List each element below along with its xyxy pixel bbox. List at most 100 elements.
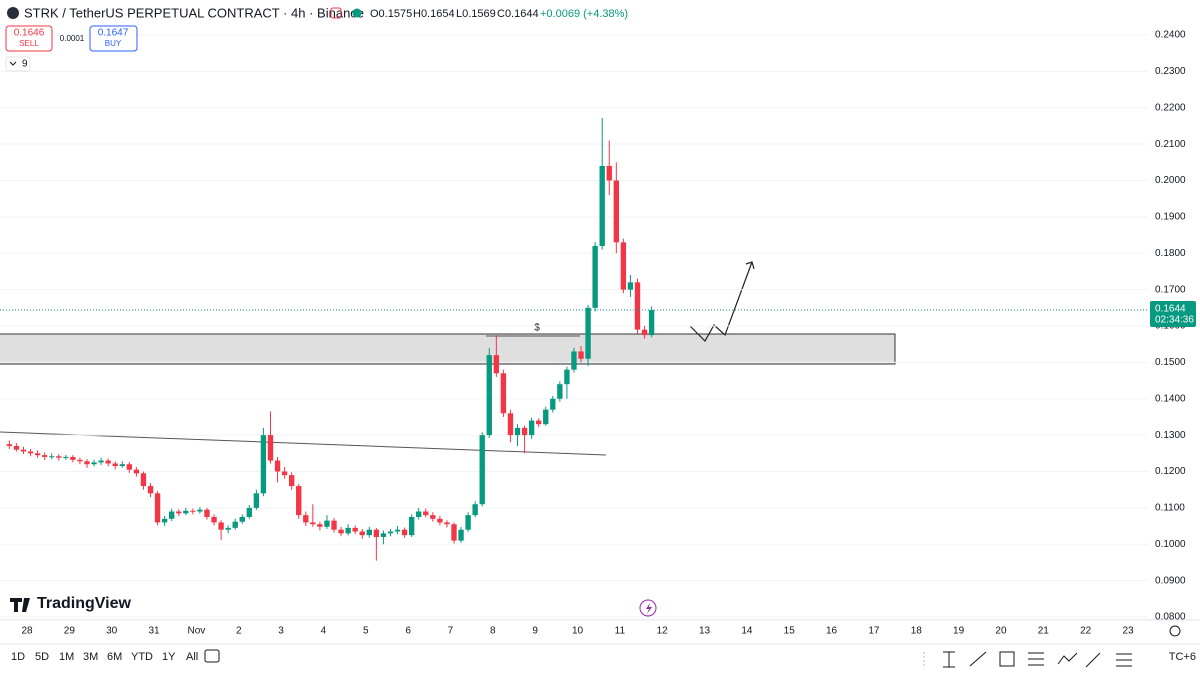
- x-tick-label: 22: [1080, 626, 1092, 637]
- candle-body: [338, 529, 344, 534]
- candle-body: [627, 282, 634, 290]
- sell-price: 0.1646: [14, 28, 45, 39]
- candle-body: [472, 504, 478, 516]
- flash-icon[interactable]: [639, 599, 657, 617]
- candle-body: [77, 459, 83, 462]
- timezone[interactable]: TC+6: [1169, 651, 1196, 663]
- y-tick-label: 0.1500: [1155, 357, 1186, 368]
- tool-line[interactable]: [969, 651, 987, 667]
- candle-body: [387, 531, 394, 534]
- y-tick-label: 0.0800: [1155, 612, 1186, 623]
- timeframe-button[interactable]: 1D: [11, 651, 25, 663]
- timeframe-button[interactable]: 6M: [107, 651, 122, 663]
- status-dot: [352, 8, 362, 18]
- candle-body: [578, 351, 584, 359]
- x-tick-label: 30: [106, 626, 118, 637]
- symbol-title: STRK / TetherUS PERPETUAL CONTRACT · 4h …: [24, 5, 364, 20]
- candle-body: [232, 521, 238, 528]
- logo-icon: [10, 598, 30, 612]
- timeframe-button[interactable]: 5D: [35, 651, 49, 663]
- x-tick-label: 11: [615, 626, 626, 637]
- timeframe-button[interactable]: YTD: [131, 651, 153, 663]
- candle-body: [204, 509, 210, 517]
- candle-body: [246, 507, 252, 517]
- flag-icon: [330, 7, 342, 19]
- timeframe-button[interactable]: 1Y: [162, 651, 176, 663]
- watermark: TradingView: [37, 595, 132, 612]
- timeframe-button[interactable]: 1M: [59, 651, 74, 663]
- x-tick-label: 29: [64, 626, 76, 637]
- candle-body: [176, 511, 182, 514]
- timeframe-button[interactable]: 3M: [83, 651, 98, 663]
- candle-body: [486, 355, 492, 436]
- candle-body: [70, 456, 76, 460]
- candle-body: [154, 493, 161, 523]
- flash-bolt: [646, 603, 652, 614]
- ohlc-row: O0.1575 H0.1654 L0.1569 C0.1644 +0.0069 …: [370, 8, 628, 20]
- candle-body: [528, 420, 535, 436]
- candle-body: [126, 464, 133, 470]
- candle-body: [63, 456, 69, 458]
- candle-body: [444, 522, 450, 525]
- indicator-toggle[interactable]: [5, 56, 31, 72]
- candle-body: [380, 533, 387, 537]
- trend-line: [0, 431, 607, 456]
- x-tick-label: 7: [448, 626, 454, 637]
- candle-body: [225, 527, 231, 530]
- candle-body: [634, 282, 641, 330]
- ohlc-high: H0.1654: [413, 8, 455, 20]
- ohlc-low: L0.1569: [456, 8, 496, 20]
- candle-body: [564, 369, 570, 385]
- y-tick-label: 0.1700: [1155, 284, 1186, 295]
- date-range-icon[interactable]: [204, 649, 220, 663]
- y-tick-label: 0.2200: [1155, 102, 1186, 113]
- candle-body: [41, 455, 48, 457]
- candle-body: [606, 165, 612, 181]
- candle-body: [324, 520, 330, 527]
- candle-body: [423, 511, 429, 516]
- candle-body: [345, 527, 351, 534]
- candle-body: [479, 435, 485, 505]
- x-tick-label: 8: [490, 626, 496, 637]
- projection-arrowhead: [745, 261, 755, 270]
- candle-body: [288, 475, 295, 487]
- chevron-icon: [9, 61, 17, 66]
- candle-body: [359, 531, 365, 536]
- candle-body: [253, 493, 260, 508]
- candle-body: [91, 462, 97, 465]
- timeframe-button[interactable]: All: [186, 651, 198, 663]
- x-tick-label: 17: [868, 626, 880, 637]
- candle-body: [260, 435, 267, 494]
- last-price-label: 0.1644: [1155, 304, 1186, 315]
- settings-icon[interactable]: [1169, 625, 1181, 637]
- candle-body: [331, 520, 337, 530]
- tool-measure[interactable]: [1116, 653, 1132, 667]
- sell-button[interactable]: [5, 25, 53, 52]
- symbol-icon: [7, 7, 19, 19]
- candle-body: [437, 518, 443, 523]
- candle-body: [27, 451, 34, 454]
- x-tick-label: 13: [699, 626, 711, 637]
- tool-rect[interactable]: [999, 651, 1015, 667]
- candle-body: [218, 522, 224, 530]
- buy-button[interactable]: [89, 25, 138, 52]
- candle-body: [84, 461, 90, 465]
- tool-brush[interactable]: [1085, 652, 1101, 668]
- candle-body: [119, 464, 125, 467]
- candle-body: [465, 515, 471, 530]
- ohlc-change: +0.0069 (+4.38%): [540, 8, 628, 20]
- candle-body: [451, 524, 457, 541]
- tool-fib[interactable]: [1028, 652, 1044, 666]
- candle-body: [500, 373, 507, 414]
- tool-pattern[interactable]: [1057, 652, 1078, 665]
- x-tick-label: 16: [826, 626, 838, 637]
- x-tick-label: 6: [405, 626, 411, 637]
- candle-body: [267, 435, 274, 461]
- annotation: $: [534, 323, 540, 334]
- y-tick-label: 0.1100: [1155, 503, 1185, 514]
- candle-body: [147, 486, 154, 494]
- tool-text[interactable]: [943, 651, 955, 668]
- y-tick-label: 0.1900: [1155, 212, 1186, 223]
- candle-body: [352, 527, 358, 532]
